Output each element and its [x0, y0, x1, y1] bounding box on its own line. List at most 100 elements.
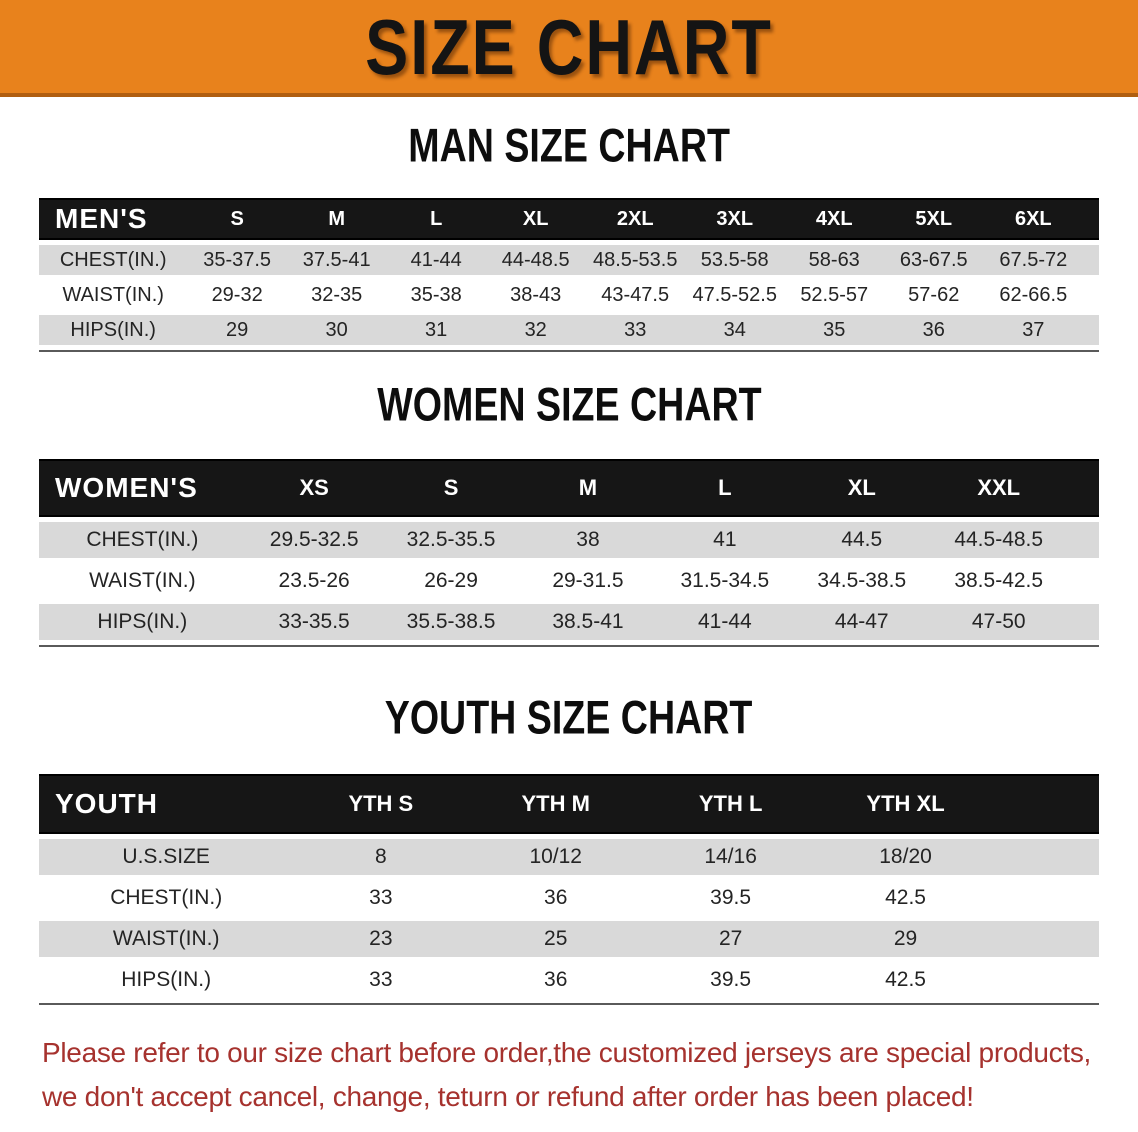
size-column-header: 5XL	[884, 198, 984, 240]
banner: SIZE CHART	[0, 0, 1138, 97]
page-title: SIZE CHART	[365, 2, 773, 91]
size-column-header: YTH S	[293, 774, 469, 834]
size-value-cell: 41-44	[656, 604, 794, 640]
size-value-cell: 29	[187, 315, 287, 345]
table-header-row: YOUTH YTH S YTH M YTH L YTH XL	[39, 774, 1099, 834]
women-size-section: WOMEN SIZE CHART WOMEN'S XS S M L XL XXL CHEST(…	[0, 379, 1138, 647]
size-value-cell: 29-31.5	[552, 569, 624, 592]
size-column-header: XS	[245, 459, 383, 517]
measurement-row-label: HIPS(IN.)	[39, 315, 188, 345]
size-value-cell: 42.5	[885, 968, 926, 991]
size-value-cell: 29-32	[211, 283, 263, 306]
table-row: HIPS(IN.) 29 30 31 32 33 34 35 36 37	[39, 315, 1099, 345]
size-value-cell: 41	[656, 522, 794, 558]
size-value-cell: 47-50	[930, 604, 1068, 640]
spacer-cell	[993, 774, 1099, 834]
size-value-cell: 41-44	[386, 245, 486, 275]
size-value-cell: 36	[544, 968, 568, 991]
size-value-cell: 33	[585, 315, 685, 345]
disclaimer-line-1: Please refer to our size chart before or…	[42, 1037, 1092, 1068]
table-row: HIPS(IN.) 33 36 39.5 42.5	[39, 962, 1099, 998]
spacer-cell	[993, 839, 1099, 875]
size-value-cell: 32-35	[311, 283, 363, 306]
spacer-cell	[1067, 563, 1099, 599]
size-value-cell: 44.5-48.5	[930, 522, 1068, 558]
table-row: WAIST(IN.) 23 25 27 29	[39, 921, 1099, 957]
size-column-header: 3XL	[684, 198, 785, 240]
disclaimer: Please refer to our size chart before or…	[0, 1031, 1138, 1119]
youth-section-heading: YOUTH SIZE CHART	[0, 692, 1138, 744]
size-value-cell: 39.5	[710, 968, 752, 991]
size-value-cell: 35-37.5	[187, 245, 287, 275]
men-size-table: MEN'S S M L XL 2XL 3XL 4XL 5XL 6XL CHEST(IN.) 35-37…	[39, 193, 1099, 352]
size-value-cell: 35	[784, 315, 884, 345]
size-value-cell: 53.5-58	[684, 245, 785, 275]
size-value-cell: 30	[286, 315, 387, 345]
size-column-header: YTH XL	[818, 774, 993, 834]
men-size-section: MAN SIZE CHART MEN'S S M L XL 2XL 3XL 4XL 5XL 6XL…	[0, 120, 1138, 352]
size-value-cell: 48.5-53.5	[585, 245, 685, 275]
women-size-table: WOMEN'S XS S M L XL XXL CHEST(IN.) 29.5-32.5 32.5…	[39, 454, 1099, 647]
size-column-header: S	[187, 198, 287, 240]
size-column-header: YTH L	[643, 774, 819, 834]
table-row: WAIST(IN.) 29-32 32-35 35-38 38-43 43-47.5 47.…	[39, 280, 1099, 310]
measurement-row-label: WAIST(IN.)	[62, 283, 164, 306]
size-value-cell: 38.5-42.5	[954, 569, 1044, 592]
size-value-cell: 35.5-38.5	[382, 604, 520, 640]
men-section-heading: MAN SIZE CHART	[0, 120, 1138, 172]
size-value-cell: 67.5-72	[983, 245, 1084, 275]
size-column-header: M	[519, 459, 657, 517]
size-value-cell: 34.5-38.5	[817, 569, 907, 592]
size-value-cell: 33	[369, 886, 393, 909]
size-value-cell: 38-43	[510, 283, 562, 306]
size-column-header: 4XL	[784, 198, 884, 240]
size-value-cell: 63-67.5	[884, 245, 984, 275]
size-value-cell: 62-66.5	[999, 283, 1068, 306]
youth-size-table: YOUTH YTH S YTH M YTH L YTH XL U.S.SIZE 8 10/12…	[39, 769, 1099, 1005]
spacer-cell	[1083, 198, 1099, 240]
table-row: U.S.SIZE 8 10/12 14/16 18/20	[39, 839, 1099, 875]
size-value-cell: 42.5	[885, 886, 926, 909]
size-value-cell: 34	[684, 315, 785, 345]
measurement-row-label: HIPS(IN.)	[39, 604, 246, 640]
youth-size-table-grid: YOUTH YTH S YTH M YTH L YTH XL U.S.SIZE 8 10/12…	[39, 769, 1099, 1003]
size-value-cell: 39.5	[710, 886, 752, 909]
spacer-cell	[1083, 280, 1099, 310]
size-value-cell: 35-38	[410, 283, 462, 306]
measurement-row-label: CHEST(IN.)	[39, 522, 246, 558]
size-value-cell: 31.5-34.5	[680, 569, 770, 592]
size-value-cell: 32	[485, 315, 586, 345]
spacer-cell	[1067, 459, 1099, 517]
size-value-cell: 25	[468, 921, 644, 957]
size-column-header: S	[382, 459, 520, 517]
size-column-header: 6XL	[983, 198, 1084, 240]
size-value-cell: 37	[983, 315, 1084, 345]
table-header-label: WOMEN'S	[39, 459, 246, 517]
size-column-header: YTH M	[468, 774, 644, 834]
table-row: CHEST(IN.) 35-37.5 37.5-41 41-44 44-48.5 48.5…	[39, 245, 1099, 275]
size-column-header: L	[656, 459, 794, 517]
size-value-cell: 8	[293, 839, 469, 875]
size-value-cell: 44.5	[793, 522, 931, 558]
table-header-label: MEN'S	[39, 198, 188, 240]
size-value-cell: 37.5-41	[286, 245, 387, 275]
size-column-header: XL	[793, 459, 931, 517]
size-value-cell: 38.5-41	[519, 604, 657, 640]
size-value-cell: 26-29	[424, 569, 478, 592]
size-column-header: XXL	[930, 459, 1068, 517]
size-column-header: 2XL	[585, 198, 685, 240]
spacer-cell	[993, 921, 1099, 957]
size-value-cell: 38	[519, 522, 657, 558]
size-column-header: XL	[485, 198, 586, 240]
size-value-cell: 43-47.5	[601, 283, 670, 306]
size-value-cell: 29	[818, 921, 993, 957]
size-value-cell: 18/20	[818, 839, 993, 875]
size-value-cell: 36	[884, 315, 984, 345]
size-value-cell: 44-48.5	[485, 245, 586, 275]
measurement-row-label: CHEST(IN.)	[110, 886, 223, 909]
size-value-cell: 44-47	[793, 604, 931, 640]
size-value-cell: 57-62	[908, 283, 960, 306]
size-value-cell: 23	[293, 921, 469, 957]
size-value-cell: 36	[544, 886, 568, 909]
size-value-cell: 32.5-35.5	[382, 522, 520, 558]
